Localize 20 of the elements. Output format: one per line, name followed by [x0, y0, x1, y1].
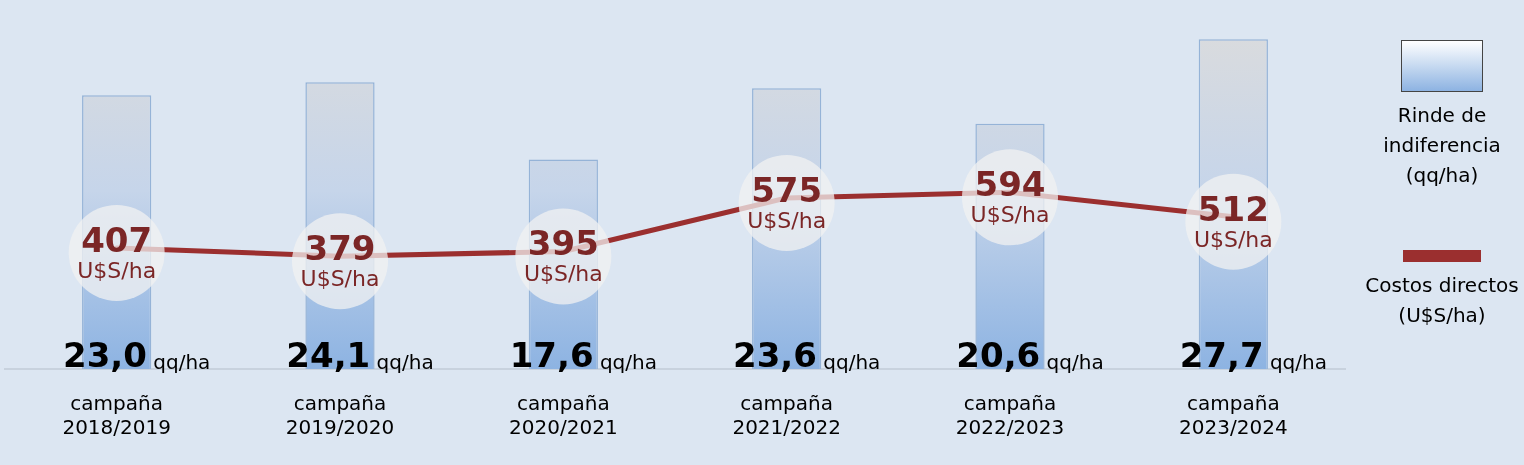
data-label: 512 U$S/ha — [1193, 188, 1273, 252]
data-label: 23,0 qq/ha — [63, 335, 211, 375]
data-label: 379 U$S/ha — [300, 228, 380, 292]
x-tick-label: campaña 2020/2021 — [509, 391, 618, 440]
x-tick-label: campaña 2023/2024 — [1179, 391, 1288, 440]
x-tick-label: campaña 2019/2020 — [285, 391, 395, 440]
x-tick-label: campaña 2022/2023 — [955, 391, 1065, 440]
data-label: 407 U$S/ha — [77, 219, 157, 283]
x-tick-label: campaña 2018/2019 — [62, 391, 171, 440]
data-label: 17,6 qq/ha — [509, 335, 657, 375]
data-label: 575 U$S/ha — [747, 169, 827, 233]
text: Rinde de indiferencia (qq/ha) — [1382, 102, 1502, 189]
data-label: 395 U$S/ha — [523, 223, 603, 287]
data-label: 594 U$S/ha — [970, 164, 1050, 228]
x-tick-label: campaña 2021/2022 — [732, 391, 841, 440]
data-label: 24,1 qq/ha — [286, 335, 434, 375]
legend-label: Costos directos (U$S/ha) — [1364, 272, 1520, 329]
data-label: 20,6 qq/ha — [956, 335, 1104, 375]
data-label: 23,6 qq/ha — [733, 335, 881, 375]
data-label: 27,7 qq/ha — [1179, 335, 1327, 375]
